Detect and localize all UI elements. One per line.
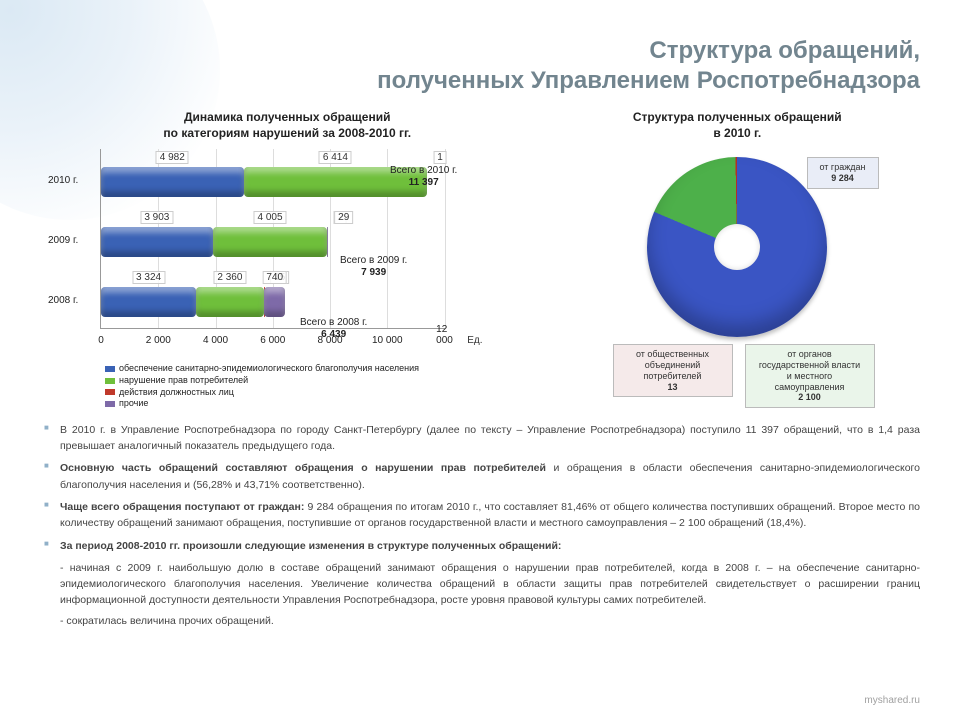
- total-callout: Всего в 2008 г.6 439: [300, 317, 367, 341]
- pie-chart-plot: от граждан9 284от органовгосударственной…: [555, 149, 921, 389]
- legend-swatch: [105, 366, 115, 372]
- bar-segment: 740: [264, 287, 285, 317]
- body-text: В 2010 г. в Управление Роспотребнадзора …: [40, 422, 920, 629]
- bar-segment: 3 903: [101, 227, 213, 257]
- legend-item: нарушение прав потребителей: [105, 375, 535, 387]
- sub-bullet: - начиная с 2009 г. наибольшую долю в со…: [40, 560, 920, 609]
- bar-value-label: 740: [262, 271, 287, 284]
- title-line1: Структура обращений,: [649, 37, 920, 64]
- bar-value-label: 3 903: [140, 211, 173, 224]
- x-unit: Ед.: [467, 335, 482, 346]
- page-title: Структура обращений, полученных Управлен…: [40, 36, 920, 96]
- bar-value-label: 4 982: [156, 151, 189, 164]
- pie-label: от органовгосударственной властии местно…: [745, 344, 875, 408]
- legend-label: обеспечение санитарно-эпидемиологическог…: [119, 363, 419, 375]
- bar-title-l1: Динамика полученных обращений: [184, 110, 390, 124]
- bullet-item: За период 2008-2010 гг. произошли следую…: [40, 538, 920, 554]
- legend-item: действия должностных лиц: [105, 387, 535, 399]
- bullet-item: В 2010 г. в Управление Роспотребнадзора …: [40, 422, 920, 455]
- bar-value-label: 1: [433, 151, 447, 164]
- bar-segment: 3 324: [101, 287, 196, 317]
- bar-value-label: 2 360: [213, 271, 246, 284]
- total-callout: Всего в 2009 г.7 939: [340, 255, 407, 279]
- bar-segment: 2 360: [196, 287, 264, 317]
- bar-segment: 4 005: [213, 227, 328, 257]
- bar-chart-plot: 02 0004 0006 0008 00010 00012 000Ед.4 98…: [40, 149, 535, 359]
- bar-value-label: 29: [334, 211, 353, 224]
- y-label: 2008 г.: [48, 295, 78, 306]
- legend-item: прочие: [105, 398, 535, 410]
- legend-swatch: [105, 389, 115, 395]
- bar-chart-legend: обеспечение санитарно-эпидемиологическог…: [105, 363, 535, 410]
- bullet-item: Основную часть обращений составляют обра…: [40, 460, 920, 493]
- bullet-item: Чаще всего обращения поступают от гражда…: [40, 499, 920, 532]
- pie-hole: [714, 224, 760, 270]
- legend-label: действия должностных лиц: [119, 387, 234, 399]
- title-line2: полученных Управлением Роспотребнадзора: [377, 67, 920, 94]
- legend-item: обеспечение санитарно-эпидемиологическог…: [105, 363, 535, 375]
- legend-label: прочие: [119, 398, 148, 410]
- legend-label: нарушение прав потребителей: [119, 375, 248, 387]
- x-tick: 0: [98, 335, 104, 346]
- bar-segment: 4 982: [101, 167, 244, 197]
- x-tick: 4 000: [203, 335, 228, 346]
- pie: [647, 157, 827, 337]
- x-tick: 12 000: [436, 324, 453, 346]
- watermark: myshared.ru: [864, 695, 920, 706]
- bar-value-label: 6 414: [319, 151, 352, 164]
- pie-title-l2: в 2010 г.: [713, 126, 761, 140]
- legend-swatch: [105, 378, 115, 384]
- y-label: 2010 г.: [48, 175, 78, 186]
- pie-chart-title: Структура полученных обращений в 2010 г.: [555, 110, 921, 141]
- x-tick: 2 000: [146, 335, 171, 346]
- bar-value-label: 4 005: [254, 211, 287, 224]
- sub-bullet: - сократилась величина прочих обращений.: [40, 613, 920, 629]
- bar-segment: 29: [327, 227, 328, 257]
- pie-chart: Структура полученных обращений в 2010 г.…: [555, 110, 921, 389]
- bar-chart-title: Динамика полученных обращений по категор…: [40, 110, 535, 141]
- y-label: 2009 г.: [48, 235, 78, 246]
- bar-title-l2: по категориям нарушений за 2008-2010 гг.: [163, 126, 411, 140]
- x-tick: 10 000: [372, 335, 403, 346]
- legend-swatch: [105, 401, 115, 407]
- pie-title-l1: Структура полученных обращений: [633, 110, 842, 124]
- x-tick: 6 000: [260, 335, 285, 346]
- pie-label: от общественныхобъединенийпотребителей13: [613, 344, 733, 397]
- pie-label: от граждан9 284: [807, 157, 879, 189]
- total-callout: Всего в 2010 г.11 397: [390, 165, 457, 189]
- bar-chart: Динамика полученных обращений по категор…: [40, 110, 535, 410]
- bar-value-label: 3 324: [132, 271, 165, 284]
